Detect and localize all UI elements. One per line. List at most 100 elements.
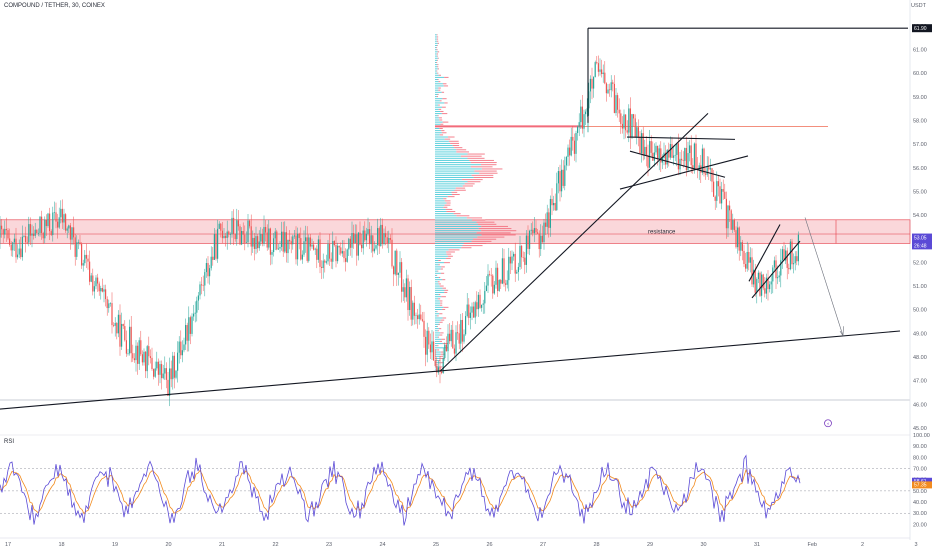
volume-profile-bar: [435, 191, 452, 193]
volume-profile-bar: [437, 66, 439, 68]
candle-body: [591, 78, 593, 89]
volume-profile-bar: [444, 204, 451, 206]
volume-profile-bar: [435, 277, 439, 279]
candle-body: [229, 234, 231, 235]
volume-profile-bar: [437, 64, 439, 66]
rsi-indicator-label[interactable]: RSI: [4, 439, 15, 445]
candle-body: [338, 245, 340, 248]
candle-body: [237, 220, 239, 227]
volume-profile-bar: [472, 219, 486, 221]
volume-profile-bar: [474, 170, 497, 172]
candle-body: [596, 62, 598, 64]
candle-body: [68, 225, 70, 229]
volume-profile-bar: [437, 315, 439, 317]
volume-profile-bar: [469, 159, 494, 161]
volume-profile-bar: [435, 260, 439, 262]
volume-profile-bar: [435, 291, 445, 293]
volume-profile-bar: [435, 368, 438, 370]
volume-profile-bar: [437, 326, 438, 328]
candle-body: [301, 254, 303, 260]
candle-body: [655, 145, 657, 153]
volume-profile-bar: [440, 332, 444, 334]
candle-body: [252, 237, 254, 247]
volume-profile-bar: [436, 40, 439, 42]
y-tick-label: 60.00: [913, 71, 927, 77]
volume-profile-bar: [438, 87, 441, 89]
candle-body: [351, 233, 353, 248]
candle-body: [645, 146, 647, 156]
volume-profile-bar: [473, 238, 497, 240]
candle-body: [177, 352, 179, 371]
candle-body: [215, 234, 217, 259]
candle-body: [748, 251, 750, 263]
candle-body: [450, 329, 452, 342]
candle-body: [257, 236, 259, 249]
volume-profile-bar: [437, 68, 439, 70]
candle-body: [20, 248, 22, 258]
volume-profile-bar: [442, 279, 446, 281]
candle-body: [441, 371, 443, 374]
candle-body: [514, 253, 516, 274]
candle-body: [143, 351, 145, 363]
candle-body: [405, 278, 407, 298]
candle-body: [81, 244, 83, 266]
volume-profile-bar: [435, 232, 477, 234]
volume-profile-bar: [435, 306, 444, 308]
y-tick-label: 57.00: [913, 142, 927, 148]
candle-body: [473, 306, 475, 318]
candle-body: [477, 294, 479, 310]
volume-profile-bar: [440, 268, 443, 270]
volume-profile-bar: [481, 230, 517, 232]
candle-body: [458, 333, 460, 344]
volume-profile-bar: [435, 138, 445, 140]
candle-body: [111, 303, 113, 326]
volume-profile-bar: [435, 110, 441, 112]
candle-body: [225, 235, 227, 238]
volume-profile-bar: [438, 117, 442, 119]
volume-profile-bar: [435, 304, 440, 306]
y-tick-label: 56.00: [913, 166, 927, 172]
candle-body: [788, 267, 790, 270]
volume-profile-bar: [435, 338, 442, 340]
candle-body: [543, 222, 545, 243]
candle-body: [618, 109, 620, 114]
volume-profile-bar: [439, 304, 443, 306]
candle-body: [623, 114, 625, 129]
candle-body: [321, 266, 323, 268]
candle-body: [49, 213, 51, 232]
volume-profile-bar: [435, 204, 445, 206]
candle-body: [628, 108, 630, 133]
volume-profile-bar: [445, 208, 453, 210]
volume-profile-bar: [435, 308, 442, 310]
volume-profile-bar: [438, 89, 441, 91]
volume-profile-bar: [441, 113, 448, 115]
symbol-title: COMPOUND / TETHER, 30, COINEX: [4, 3, 105, 9]
candle-body: [153, 368, 155, 377]
candle-body: [71, 227, 73, 240]
volume-profile-bar: [435, 319, 441, 321]
candle-body: [129, 326, 131, 354]
candle-body: [135, 345, 137, 361]
candle-body: [207, 263, 209, 277]
volume-profile-bar: [437, 59, 438, 61]
rsi-y-tick-label: 20.00: [913, 522, 927, 528]
volume-profile-bar: [436, 311, 438, 313]
candle-body: [23, 235, 25, 237]
volume-profile-bar: [435, 247, 462, 249]
candle-body: [319, 239, 321, 267]
volume-profile-bar: [435, 100, 440, 102]
y-tick-label: 59.00: [913, 95, 927, 101]
candle-body: [367, 229, 369, 234]
candle-body: [546, 212, 548, 227]
candle-body: [493, 284, 495, 294]
volume-profile-bar: [435, 334, 440, 336]
volume-profile-bar: [435, 164, 481, 166]
candle-body: [263, 226, 265, 244]
volume-profile-bar: [435, 117, 439, 119]
volume-profile-bar: [460, 155, 482, 157]
y-tick-label: 58.00: [913, 118, 927, 124]
candle-body: [244, 234, 246, 243]
candle-body: [583, 114, 585, 129]
candle-body: [401, 262, 403, 292]
